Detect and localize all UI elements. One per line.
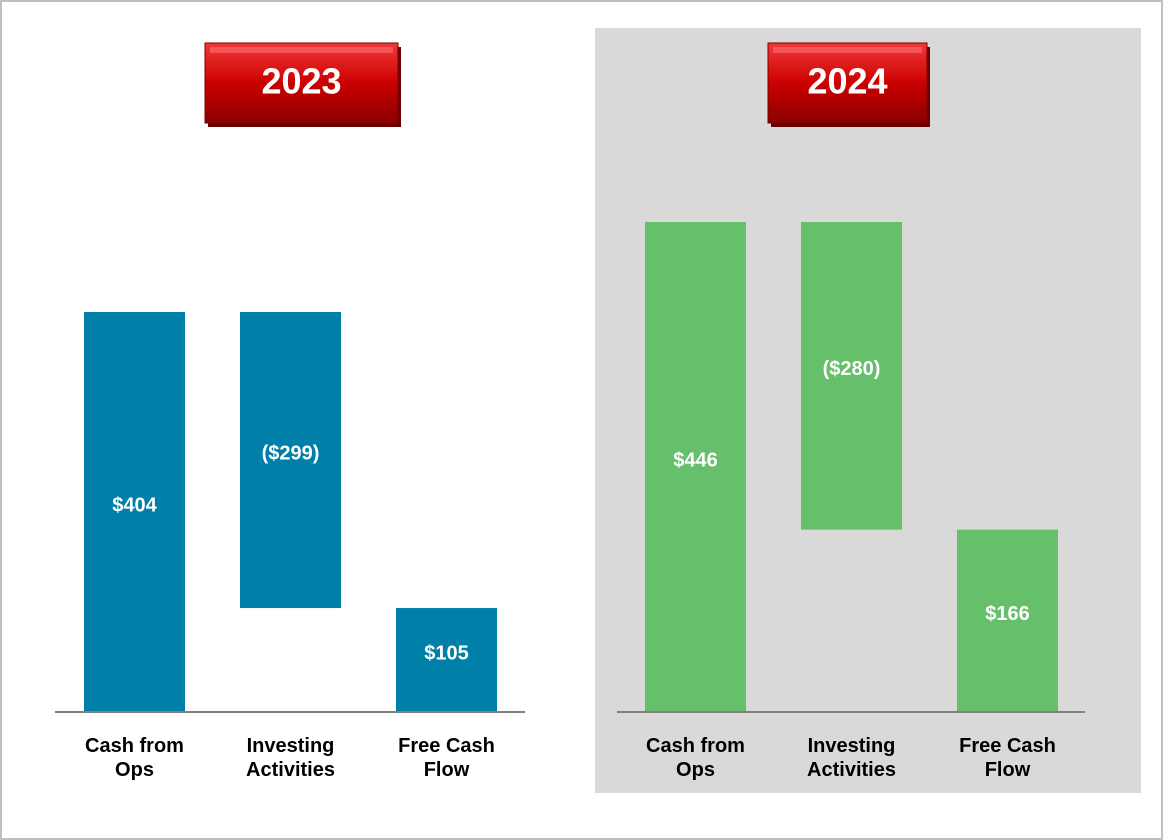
- value-label: ($299): [262, 442, 320, 464]
- title-box: [767, 42, 928, 124]
- title-highlight: [210, 47, 393, 53]
- chart-title: 2024: [807, 61, 887, 102]
- x-tick-label: Free Cash Flow: [959, 735, 1056, 781]
- bar: [957, 529, 1058, 712]
- x-tick-label: Investing Activities: [246, 735, 335, 781]
- bar: [240, 312, 341, 609]
- chart-title: 2023: [261, 61, 341, 102]
- bar: [84, 312, 185, 712]
- x-tick-label: Cash from Ops: [646, 735, 745, 781]
- title-box: [204, 42, 399, 124]
- value-label: $404: [112, 494, 157, 516]
- bar: [396, 608, 497, 712]
- bar: [645, 222, 746, 712]
- value-label: ($280): [823, 358, 881, 380]
- value-label: $105: [424, 642, 469, 664]
- x-tick-label: Cash from Ops: [85, 735, 184, 781]
- value-label: $446: [673, 449, 718, 471]
- value-label: $166: [985, 603, 1030, 625]
- bar: [801, 222, 902, 530]
- x-tick-label: Free Cash Flow: [398, 735, 495, 781]
- title-highlight: [773, 47, 922, 53]
- x-tick-label: Investing Activities: [807, 735, 896, 781]
